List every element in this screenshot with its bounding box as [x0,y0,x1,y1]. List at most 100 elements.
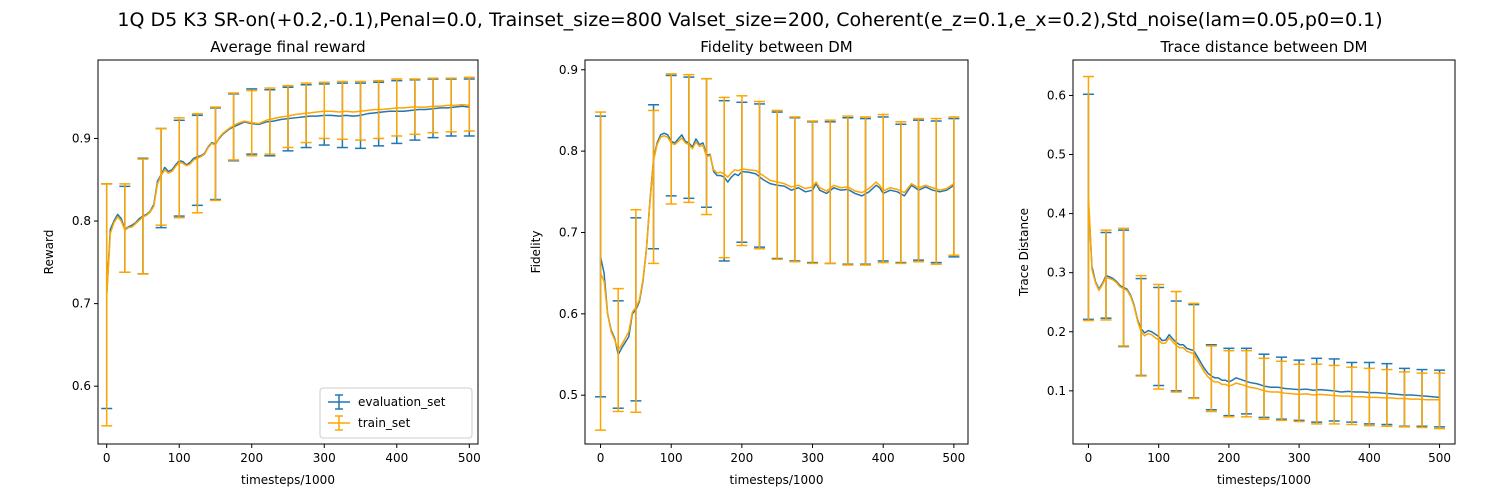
fidelity-errorbar [807,120,819,265]
trace-distance-ytick-label: 0.4 [1047,207,1066,221]
reward-xtick-label: 0 [103,451,111,465]
fidelity-errorbar [913,117,925,263]
fidelity-errorbar [895,121,907,265]
reward-axes-frame [97,59,479,445]
reward-errorbar [209,106,221,202]
fidelity-xtick-label: 300 [801,451,824,465]
trace-distance-errorbar [1170,290,1182,393]
trace-distance-errorbar [1416,372,1428,429]
trace-distance-errorbar [1398,371,1410,428]
reward-errorbar [101,183,113,427]
fidelity-x-axis-label: timesteps/1000 [730,473,824,487]
legend-entry-train-set: train_set [328,415,411,431]
fidelity-errorbar [683,73,695,204]
reward-xtick-label: 400 [385,451,408,465]
reward-errorbar [336,80,348,141]
fidelity-errorbar [630,208,642,414]
reward-ytick-label: 0.7 [72,297,91,311]
trace-distance-panel: Trace distance between DM 0 100 200 300 400 50… [1017,38,1456,487]
trace-distance-axes-frame [1072,59,1456,445]
fidelity-errorbar [701,77,713,216]
fidelity-xtick-label: 200 [730,451,753,465]
trace-distance-errorbar [1328,364,1340,425]
trace-distance-ytick-label: 0.5 [1047,148,1066,162]
fidelity-errorbar [824,119,836,265]
fidelity-xtick-label: 500 [942,451,965,465]
trace-distance-errorbar [1153,283,1165,390]
fidelity-ytick-label: 0.8 [559,144,578,158]
fidelity-panel: Fidelity between DM 0 100 200 300 400 500 0.5 0.… [529,38,969,487]
trace-distance-errorbar [1135,274,1147,377]
reward-title: Average final reward [210,38,365,56]
reward-errorbar [463,76,475,132]
reward-series-train-set [101,76,475,427]
reward-errorbar [191,112,203,214]
reward-ytick-label: 0.6 [72,379,91,393]
trace-distance-errorbar [1188,302,1200,400]
fidelity-errorbar [718,96,730,259]
reward-ytick-label: 0.9 [72,131,91,145]
fidelity-errorbar [842,115,854,266]
reward-errorbar [318,81,330,140]
fidelity-errorbar [665,73,677,205]
fidelity-errorbar [595,111,607,431]
trace-distance-errorbar [1434,372,1446,430]
fidelity-title: Fidelity between DM [700,38,852,56]
trace-distance-errorbar [1100,229,1112,321]
fidelity-xtick-label: 0 [597,451,605,465]
reward-xtick-label: 300 [313,451,336,465]
trace-distance-ytick-label: 0.1 [1047,384,1066,398]
figure-suptitle: 1Q D5 K3 SR-on(+0.2,-0.1),Penal=0.0, Tra… [117,9,1382,31]
fidelity-errorbar [771,109,783,261]
trace-distance-x-axis-label: timesteps/1000 [1217,473,1311,487]
trace-distance-errorbar [1293,363,1305,423]
fidelity-axes-frame [584,59,969,445]
legend-entry-evaluation-set: evaluation_set [328,394,446,410]
trace-distance-series-train-set [1082,75,1446,430]
legend-label: train_set [358,416,411,430]
reward-xtick-label: 500 [458,451,481,465]
trace-distance-ytick-label: 0.3 [1047,266,1066,280]
reward-errorbar [427,77,439,134]
trace-distance-xtick-label: 200 [1217,451,1240,465]
reward-xtick-label: 200 [240,451,263,465]
trace-distance-y-axis-label: Trace Distance [1017,208,1031,297]
fidelity-xtick-label: 100 [660,451,683,465]
fidelity-train-set-line [599,134,955,351]
trace-distance-errorbar [1118,227,1130,347]
fidelity-errorbar [789,116,801,263]
trace-distance-errorbar [1258,357,1270,420]
reward-xtick-label: 100 [168,451,191,465]
fidelity-errorbar [648,109,660,265]
legend-label: evaluation_set [358,395,446,409]
reward-errorbar [173,117,185,219]
legend-box [319,387,473,439]
reward-x-axis-label: timesteps/1000 [241,473,335,487]
trace-distance-xtick-label: 0 [1085,451,1093,465]
reward-ytick-label: 0.8 [72,214,91,228]
trace-distance-errorbar [1223,349,1235,418]
trace-distance-errorbar [1240,349,1252,418]
trace-distance-ytick-label: 0.2 [1047,325,1066,339]
fidelity-errorbar [754,100,766,250]
fidelity-errorbar [736,95,748,247]
fidelity-errorbar [877,113,889,264]
fidelity-errorbar [948,116,960,257]
reward-errorbar [119,183,131,273]
trace-distance-xtick-label: 500 [1428,451,1451,465]
trace-distance-train-set-line [1087,195,1440,401]
reward-train-set-line [105,103,470,296]
fidelity-xtick-label: 400 [872,451,895,465]
reward-y-axis-label: Reward [42,230,56,275]
trace-distance-title: Trace distance between DM [1159,38,1367,56]
reward-panel: Average final reward 0 100 200 300 400 500 0.6 0… [42,38,481,487]
fidelity-ytick-label: 0.7 [559,225,578,239]
fidelity-errorbar [930,117,942,265]
legend: evaluation_set train_set [319,387,473,439]
trace-distance-xtick-label: 300 [1288,451,1311,465]
trace-distance-errorbar [1276,360,1288,422]
trace-distance-xtick-label: 100 [1147,451,1170,465]
fidelity-series-train-set [595,73,960,431]
trace-distance-xtick-label: 400 [1358,451,1381,465]
